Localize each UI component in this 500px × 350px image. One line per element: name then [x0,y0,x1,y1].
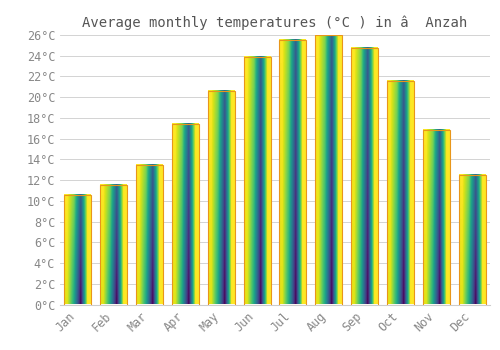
Bar [280,40,306,304]
Bar [351,48,378,304]
Bar [387,80,414,304]
Bar [136,164,163,304]
Bar [100,185,127,304]
Bar [172,124,199,304]
Bar [316,35,342,304]
Title: Average monthly temperatures (°C ) in â  Anzah: Average monthly temperatures (°C ) in â … [82,15,468,30]
Bar [244,57,270,304]
Bar [458,175,485,304]
Bar [208,91,234,304]
Bar [423,130,450,304]
Bar [64,195,92,304]
